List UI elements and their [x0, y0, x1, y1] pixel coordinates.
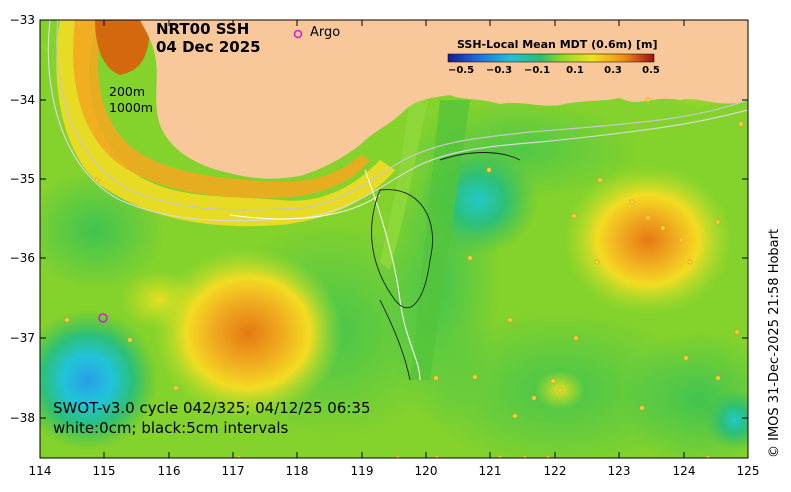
station-marker [645, 97, 651, 103]
station-marker [64, 317, 70, 323]
colorbar-title: SSH-Local Mean MDT (0.6m) [m] [457, 38, 658, 51]
y-tick-label: −36 [9, 251, 35, 265]
station-marker [715, 375, 721, 381]
x-tick-label: 116 [157, 464, 181, 478]
contour-0cm [364, 169, 421, 381]
colorbar-tick: −0.3 [485, 65, 513, 76]
x-tick-label: 125 [736, 464, 760, 478]
imos-credit: © IMOS 31-Dec-2025 21:58 Hobart [767, 228, 782, 458]
x-tick-label: 123 [607, 464, 631, 478]
station-marker [127, 337, 133, 343]
station-marker [433, 375, 439, 381]
station-marker [594, 259, 600, 265]
swot-info: SWOT-v3.0 cycle 042/325; 04/12/25 06:35 [53, 399, 371, 417]
contour-5cm [379, 299, 411, 381]
station-marker [173, 385, 179, 391]
y-tick-label: −34 [9, 93, 35, 107]
station-marker [738, 121, 744, 127]
contour-5cm [439, 152, 521, 161]
station-marker [486, 167, 492, 173]
swot-swath [380, 100, 428, 270]
anomaly-patch [620, 330, 748, 458]
colorbar [447, 53, 655, 63]
station-marker [531, 395, 537, 401]
swot-swath [410, 100, 470, 380]
station-marker [639, 405, 645, 411]
station-markers [64, 97, 744, 458]
y-tick-label: −33 [9, 13, 35, 27]
colorbar-tick: 0.1 [566, 65, 584, 76]
warm-eddy [563, 165, 733, 315]
colorbar-tick: −0.5 [447, 65, 475, 76]
axis-ticks [40, 19, 748, 458]
station-marker [507, 317, 513, 323]
station-marker [660, 225, 666, 231]
station-marker [715, 219, 721, 225]
bathymetry-1000m [47, 20, 748, 222]
colorbar-tick: 0.3 [604, 65, 622, 76]
cold-eddy [40, 310, 158, 450]
colorbar-tick: −0.1 [523, 65, 551, 76]
colorbar-tick: 0.5 [642, 65, 660, 76]
station-marker [734, 329, 740, 335]
bathymetry-200m [56, 20, 748, 211]
station-marker [94, 177, 100, 183]
x-tick-label: 120 [414, 464, 438, 478]
y-tick-label: −37 [9, 331, 35, 345]
argo-legend-icon [293, 29, 303, 39]
station-marker [573, 335, 579, 341]
x-tick-label: 121 [478, 464, 502, 478]
station-marker [645, 215, 651, 221]
coastal-warm-band [73, 20, 371, 199]
station-marker [472, 374, 478, 380]
y-tick-label: −35 [9, 172, 35, 186]
station-marker [687, 259, 693, 265]
map-title: NRT00 SSH [156, 20, 250, 38]
map-date: 04 Dec 2025 [156, 38, 261, 56]
contour-interval-info: white:0cm; black:5cm intervals [53, 419, 289, 437]
station-marker [597, 177, 603, 183]
x-tick-label: 122 [543, 464, 567, 478]
contour-label-200m: 200m [109, 84, 146, 99]
station-marker [550, 378, 556, 384]
station-marker [571, 213, 577, 219]
station-marker [683, 355, 689, 361]
x-tick-label: 124 [672, 464, 696, 478]
station-marker [678, 237, 684, 243]
argo-float-marker [98, 313, 108, 323]
contour-label-1000m: 1000m [109, 100, 153, 115]
cold-eddy [705, 390, 748, 450]
x-tick-label: 115 [92, 464, 116, 478]
coastal-warm-band [95, 20, 150, 75]
station-marker [629, 199, 635, 205]
x-tick-label: 119 [350, 464, 374, 478]
station-marker [467, 255, 473, 261]
x-tick-label: 117 [221, 464, 245, 478]
y-tick-label: −38 [9, 411, 35, 425]
plot-frame [39, 19, 749, 459]
x-tick-label: 114 [28, 464, 52, 478]
station-marker [512, 413, 518, 419]
argo-legend-label: Argo [310, 25, 341, 40]
station-marker [557, 387, 563, 393]
x-tick-label: 118 [285, 464, 309, 478]
warm-eddy [153, 248, 343, 418]
contour-5cm [371, 189, 433, 309]
contour-0cm [229, 194, 381, 220]
